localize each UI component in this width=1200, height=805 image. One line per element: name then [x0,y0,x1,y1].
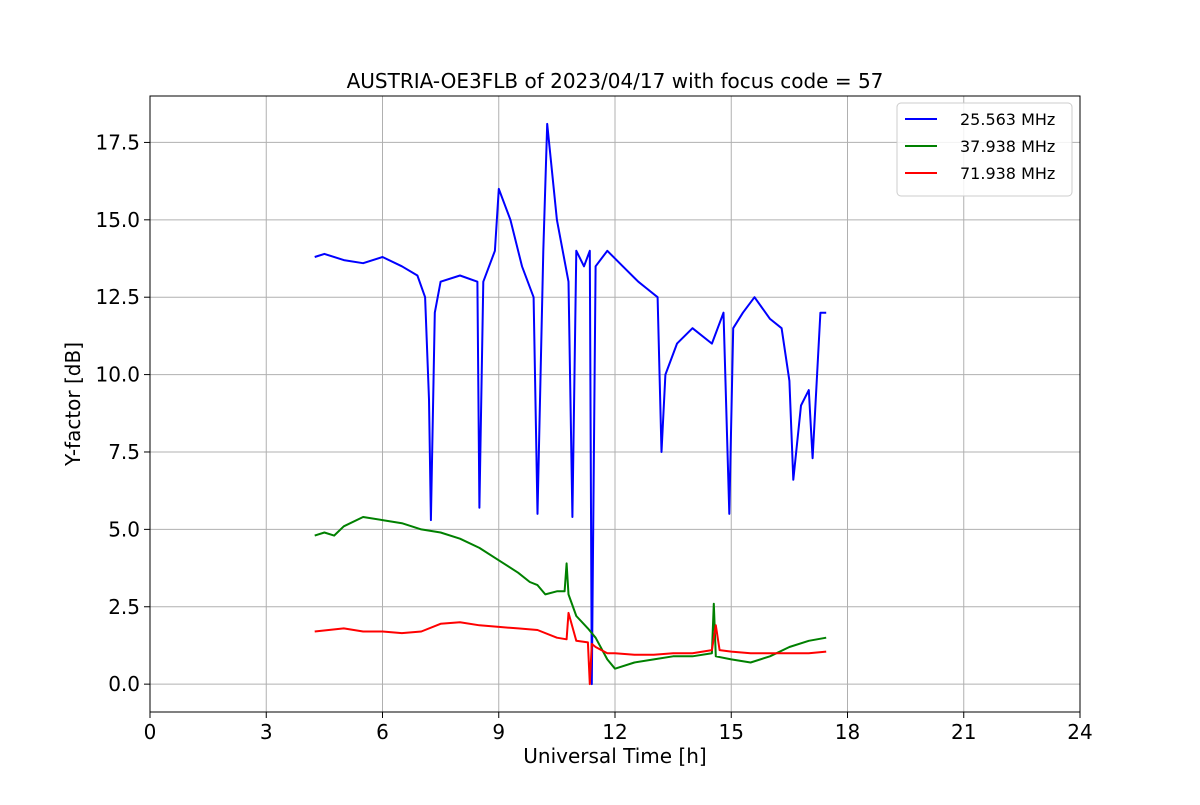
series-layer [314,122,827,686]
y-tick-label: 12.5 [95,285,140,309]
x-axis-label: Universal Time [h] [523,744,706,768]
series-line-0 [314,122,827,686]
x-tick-label: 0 [144,720,157,744]
y-tick-label: 7.5 [108,440,140,464]
y-tick-label: 2.5 [108,595,140,619]
y-tick-label: 5.0 [108,517,140,541]
y-tick-label: 17.5 [95,130,140,154]
y-axis-label: Y-factor [dB] [61,342,85,467]
x-tick-label: 21 [951,720,976,744]
legend-entry-label: 25.563 MHz [960,110,1055,129]
y-tick-label: 10.0 [95,363,140,387]
legend-entry-label: 37.938 MHz [960,137,1055,156]
y-axis-ticks: 0.0 2.5 5.0 7.5 10.0 12.5 15.0 17.5 [95,130,150,696]
legend-entry-label: 71.938 MHz [960,164,1055,183]
x-tick-label: 24 [1067,720,1092,744]
chart-title: AUSTRIA-OE3FLB of 2023/04/17 with focus … [347,69,884,93]
x-tick-label: 15 [719,720,744,744]
x-tick-label: 6 [376,720,389,744]
y-tick-label: 15.0 [95,208,140,232]
x-tick-label: 18 [835,720,860,744]
legend-box [896,102,1073,197]
x-tick-label: 9 [492,720,505,744]
x-tick-label: 3 [260,720,273,744]
x-tick-label: 12 [602,720,627,744]
legend: 25.563 MHz 37.938 MHz 71.938 MHz [896,102,1073,197]
series-line-1 [314,516,827,670]
series-line-2 [314,611,827,686]
x-axis-ticks: 0 3 6 9 12 15 18 21 24 [144,712,1093,744]
y-tick-label: 0.0 [108,672,140,696]
